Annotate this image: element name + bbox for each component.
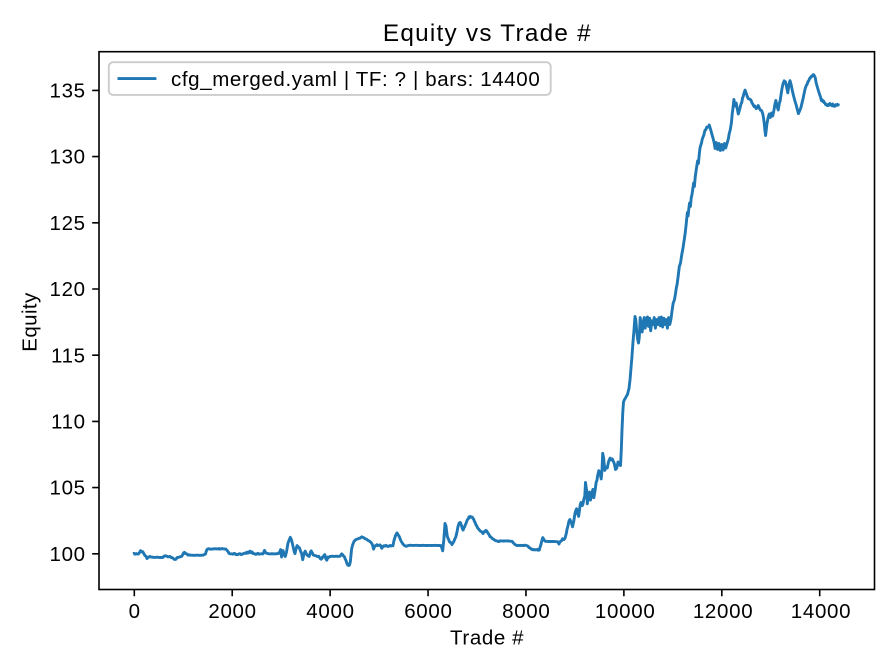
svg-text:14000: 14000 xyxy=(791,600,852,623)
svg-text:4000: 4000 xyxy=(306,600,354,623)
svg-text:2000: 2000 xyxy=(208,600,256,623)
svg-text:130: 130 xyxy=(49,146,85,169)
svg-text:125: 125 xyxy=(49,212,85,235)
svg-text:6000: 6000 xyxy=(404,600,452,623)
svg-text:Equity: Equity xyxy=(19,292,42,352)
svg-text:cfg_merged.yaml | TF: ? | bars: cfg_merged.yaml | TF: ? | bars: 14400 xyxy=(171,68,540,91)
svg-text:115: 115 xyxy=(51,344,86,367)
svg-text:8000: 8000 xyxy=(502,600,550,623)
svg-text:10000: 10000 xyxy=(595,600,656,623)
svg-text:100: 100 xyxy=(49,543,85,566)
svg-text:135: 135 xyxy=(49,80,85,103)
svg-text:110: 110 xyxy=(51,411,86,434)
svg-text:105: 105 xyxy=(49,477,85,500)
svg-text:12000: 12000 xyxy=(693,600,754,623)
svg-text:120: 120 xyxy=(49,278,85,301)
svg-text:Trade #: Trade # xyxy=(450,627,524,650)
svg-text:0: 0 xyxy=(129,600,141,623)
svg-text:Equity vs Trade #: Equity vs Trade # xyxy=(383,20,592,47)
